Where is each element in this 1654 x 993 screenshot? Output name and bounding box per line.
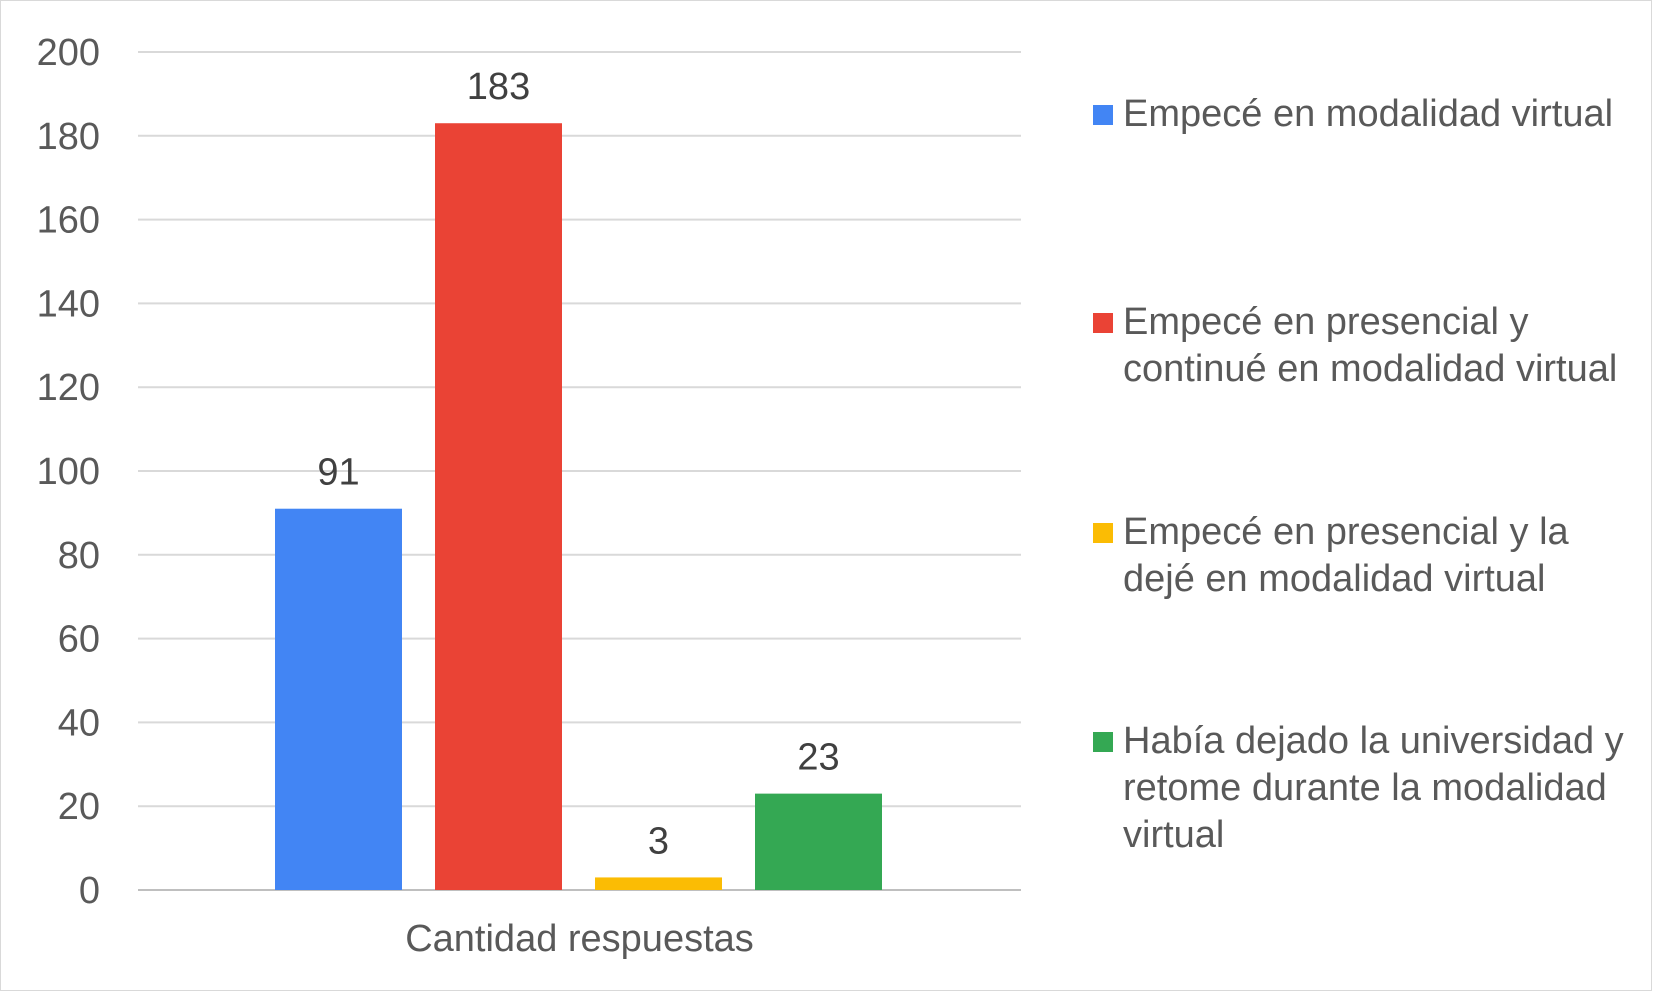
y-tick-label-9: 180: [37, 116, 100, 158]
y-tick-label-8: 160: [37, 200, 100, 242]
x-category-label: Cantidad respuestas: [405, 918, 754, 960]
y-tick-label-3: 60: [58, 619, 100, 661]
bar-2: [595, 877, 722, 890]
y-tick-label-10: 200: [37, 32, 100, 74]
y-tick-label-1: 20: [58, 786, 100, 828]
data-label-2: 3: [648, 820, 669, 862]
legend-swatch-1: [1093, 313, 1113, 333]
y-tick-label-6: 120: [37, 367, 100, 409]
legend-label-1: Empecé en presencial y continué en modal…: [1123, 301, 1618, 390]
y-tick-label-7: 140: [37, 283, 100, 325]
y-tick-label-2: 40: [58, 702, 100, 744]
legend-label-3: Había dejado la universidad y retome dur…: [1123, 720, 1624, 856]
data-label-1: 183: [467, 66, 530, 108]
legend-swatch-2: [1093, 523, 1113, 543]
y-tick-label-0: 0: [79, 870, 100, 912]
bar-1: [435, 123, 562, 891]
data-label-3: 23: [797, 737, 839, 779]
legend-swatch-3: [1093, 732, 1113, 752]
bar-0: [275, 508, 402, 890]
bar-3: [755, 793, 882, 890]
legend-swatch-0: [1093, 105, 1113, 125]
legend-label-0: Empecé en modalidad virtual: [1123, 93, 1614, 135]
legend-label-2: Empecé en presencial y la dejé en modali…: [1123, 511, 1569, 600]
data-label-0: 91: [317, 452, 359, 494]
y-tick-label-5: 100: [37, 451, 100, 493]
y-tick-label-4: 80: [58, 535, 100, 577]
